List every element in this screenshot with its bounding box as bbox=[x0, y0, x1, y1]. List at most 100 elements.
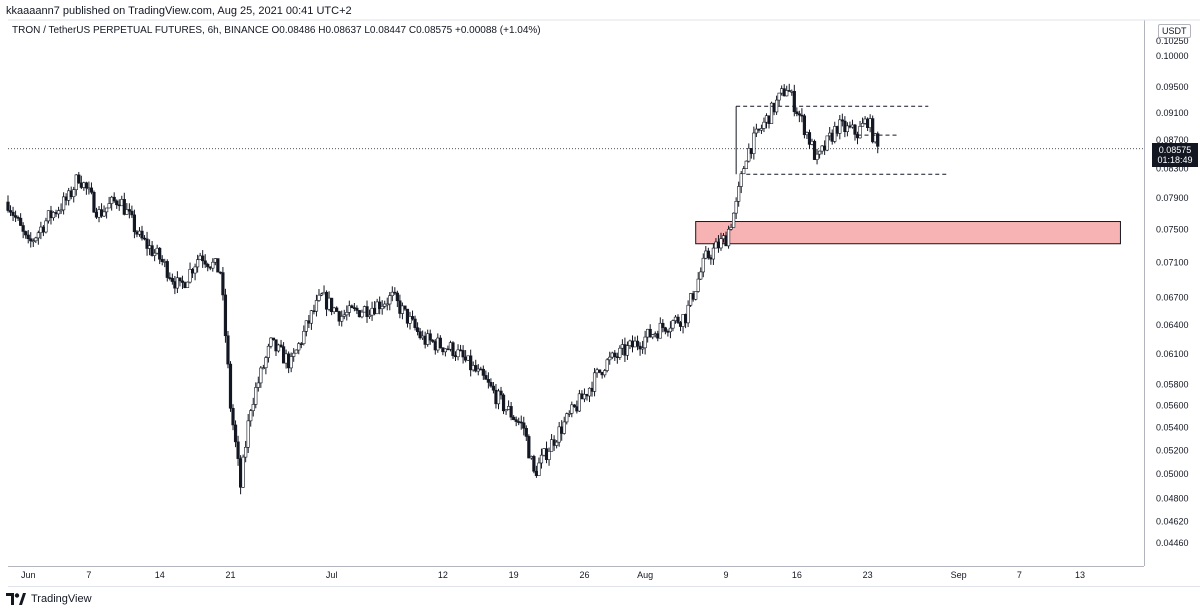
candle bbox=[749, 147, 753, 159]
candle bbox=[623, 337, 627, 362]
candle bbox=[196, 254, 200, 273]
candle bbox=[175, 271, 179, 294]
candle bbox=[337, 310, 341, 326]
candle bbox=[340, 310, 344, 327]
candle bbox=[150, 241, 154, 257]
candle bbox=[160, 255, 164, 266]
candle bbox=[560, 420, 564, 441]
candle bbox=[216, 258, 220, 273]
candle bbox=[726, 225, 731, 249]
demand-zone-rect[interactable] bbox=[695, 221, 1121, 245]
candle bbox=[479, 366, 483, 371]
candle bbox=[666, 329, 670, 337]
candle bbox=[110, 195, 114, 211]
candle bbox=[600, 371, 604, 379]
candle bbox=[696, 272, 700, 293]
candle bbox=[572, 404, 576, 408]
price-tick-label: 0.08700 bbox=[1156, 135, 1189, 145]
candle bbox=[625, 341, 630, 360]
candle bbox=[185, 281, 190, 288]
time-tick-label: Jun bbox=[21, 570, 36, 580]
candle bbox=[633, 336, 637, 348]
candle bbox=[29, 232, 33, 248]
candle bbox=[269, 337, 273, 349]
candle bbox=[747, 143, 751, 163]
time-tick-label: 14 bbox=[155, 570, 165, 580]
candle bbox=[276, 343, 281, 353]
candle bbox=[284, 349, 288, 369]
candle bbox=[8, 205, 13, 217]
candle bbox=[51, 211, 56, 221]
candle bbox=[84, 181, 88, 195]
candle bbox=[466, 355, 470, 361]
candle bbox=[89, 182, 94, 195]
candle bbox=[221, 266, 225, 301]
candle bbox=[405, 308, 410, 328]
candle bbox=[742, 165, 746, 175]
candle bbox=[208, 266, 212, 271]
candle bbox=[840, 113, 844, 127]
candle bbox=[494, 383, 498, 409]
candle bbox=[542, 448, 546, 457]
tradingview-brand: TradingView bbox=[31, 593, 92, 605]
candle bbox=[476, 364, 480, 376]
candle bbox=[595, 367, 599, 378]
candle bbox=[732, 212, 736, 228]
symbol-legend: TRON / TetherUS PERPETUAL FUTURES, 6h, B… bbox=[12, 25, 541, 36]
candle bbox=[408, 311, 412, 330]
candle bbox=[347, 300, 351, 317]
candle bbox=[441, 347, 445, 356]
candle bbox=[13, 210, 18, 222]
tradingview-footer[interactable]: TradingView bbox=[6, 593, 92, 605]
candle bbox=[31, 238, 35, 247]
candle bbox=[496, 388, 501, 410]
candle bbox=[486, 372, 490, 389]
candle bbox=[825, 135, 829, 152]
currency-unit-badge[interactable]: USDT bbox=[1158, 24, 1191, 38]
candle bbox=[620, 339, 624, 356]
candle bbox=[330, 297, 334, 316]
candle bbox=[469, 349, 473, 377]
candle bbox=[256, 376, 260, 392]
candle bbox=[777, 92, 781, 107]
price-tick-label: 0.08300 bbox=[1156, 163, 1189, 173]
candle bbox=[132, 209, 137, 239]
candle bbox=[213, 258, 217, 266]
candle bbox=[557, 421, 561, 447]
candle bbox=[188, 262, 192, 284]
candle bbox=[11, 206, 15, 222]
price-tick-label: 0.09100 bbox=[1156, 108, 1189, 118]
candle bbox=[699, 267, 703, 281]
candle bbox=[433, 339, 437, 355]
candle bbox=[236, 435, 240, 466]
candle bbox=[797, 110, 801, 123]
candle bbox=[226, 330, 230, 369]
candle bbox=[147, 239, 152, 256]
candle bbox=[228, 361, 233, 412]
candle bbox=[49, 205, 53, 225]
candle bbox=[562, 416, 566, 435]
bar-countdown: 01:18:49 bbox=[1157, 155, 1193, 165]
candle bbox=[117, 199, 121, 211]
candle bbox=[757, 128, 761, 133]
candle bbox=[74, 174, 78, 196]
candle bbox=[833, 121, 837, 144]
candle bbox=[54, 209, 58, 217]
candle bbox=[244, 440, 248, 463]
candle bbox=[46, 210, 51, 224]
candle bbox=[241, 454, 245, 488]
candle bbox=[299, 342, 303, 349]
candle bbox=[6, 195, 10, 213]
candle bbox=[142, 235, 147, 241]
candle bbox=[512, 415, 516, 421]
price-tick-label: 0.09500 bbox=[1156, 82, 1189, 92]
candle bbox=[375, 298, 379, 315]
candle bbox=[294, 349, 298, 354]
candle bbox=[390, 286, 394, 302]
price-tick-label: 0.04620 bbox=[1156, 517, 1189, 527]
candle bbox=[274, 339, 278, 356]
candle bbox=[461, 345, 465, 364]
publisher-line: kkaaaann7 published on TradingView.com, … bbox=[6, 5, 352, 17]
candle bbox=[522, 416, 526, 436]
